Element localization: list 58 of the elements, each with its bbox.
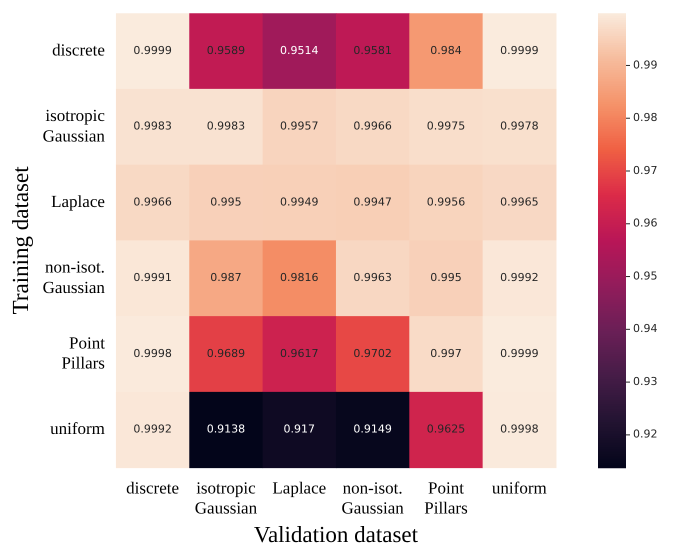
data-label: 0.9966 (133, 195, 172, 208)
data-label: 0.9956 (426, 195, 466, 208)
y-tick-label: Laplace (51, 192, 105, 211)
data-label: 0.987 (210, 271, 242, 284)
color-bar-label: 0.94 (633, 322, 658, 336)
data-label: 0.9963 (353, 271, 392, 284)
x-tick-label: Laplace (272, 478, 326, 498)
data-label: 0.9999 (500, 346, 539, 360)
data-label: 0.997 (430, 346, 462, 360)
color-bar-label: 0.99 (633, 58, 658, 72)
data-label: 0.9966 (353, 120, 392, 133)
data-label: 0.9975 (426, 120, 466, 133)
data-label: 0.9949 (280, 195, 319, 208)
y-axis-title: Training dataset (8, 166, 33, 314)
color-bar-label: 0.92 (633, 428, 658, 441)
data-label: 0.9617 (280, 346, 319, 360)
x-axis-title: Validation dataset (254, 522, 419, 548)
y-tick-label: Point Pillars (61, 333, 106, 373)
color-bar-label: 0.96 (633, 216, 658, 230)
data-label: 0.9589 (206, 44, 246, 57)
y-tick-label: non-isot. Gaussian (42, 258, 106, 297)
x-tick-label: uniform (492, 478, 547, 498)
data-label: 0.9999 (500, 44, 539, 57)
data-label: 0.9998 (500, 422, 539, 436)
data-label: 0.995 (210, 195, 242, 208)
data-label: 0.9702 (353, 346, 392, 360)
data-label: 0.9625 (426, 422, 466, 436)
data-label: 0.9514 (280, 44, 319, 57)
y-tick-label: uniform (50, 419, 105, 438)
x-tick-label: discrete (126, 478, 180, 498)
data-label: 0.9149 (353, 422, 392, 436)
data-label: 0.9138 (206, 422, 246, 436)
data-label: 0.9999 (133, 44, 172, 57)
y-tick-label: discrete (52, 40, 105, 60)
color-bar-label: 0.95 (633, 269, 658, 282)
data-label: 0.9965 (500, 195, 539, 208)
x-tick-label: Point Pillars (424, 478, 468, 518)
data-label: 0.9581 (353, 44, 392, 57)
x-tick-label: isotropic Gaussian (194, 478, 258, 518)
x-tick-label: non-isot. Gaussian (341, 478, 404, 518)
color-bar-label: 0.93 (633, 374, 658, 388)
data-label: 0.9816 (280, 271, 319, 284)
color-bar-label: 0.98 (633, 111, 658, 124)
data-label: 0.9689 (206, 346, 246, 360)
data-label: 0.9983 (133, 120, 172, 133)
data-label: 0.984 (430, 44, 462, 57)
data-label: 0.917 (284, 422, 316, 436)
data-label: 0.9992 (133, 422, 172, 436)
data-label: 0.9978 (500, 120, 539, 133)
data-label: 0.9992 (500, 271, 539, 284)
data-label: 0.9947 (353, 195, 392, 208)
color-bar-label: 0.97 (633, 164, 658, 177)
data-label: 0.9991 (133, 271, 172, 284)
data-label: 0.9983 (206, 120, 246, 133)
y-tick-label: isotropic Gaussian (42, 106, 106, 146)
data-label: 0.9957 (280, 120, 319, 133)
data-label: 0.995 (430, 271, 462, 284)
data-label: 0.9998 (133, 346, 172, 360)
